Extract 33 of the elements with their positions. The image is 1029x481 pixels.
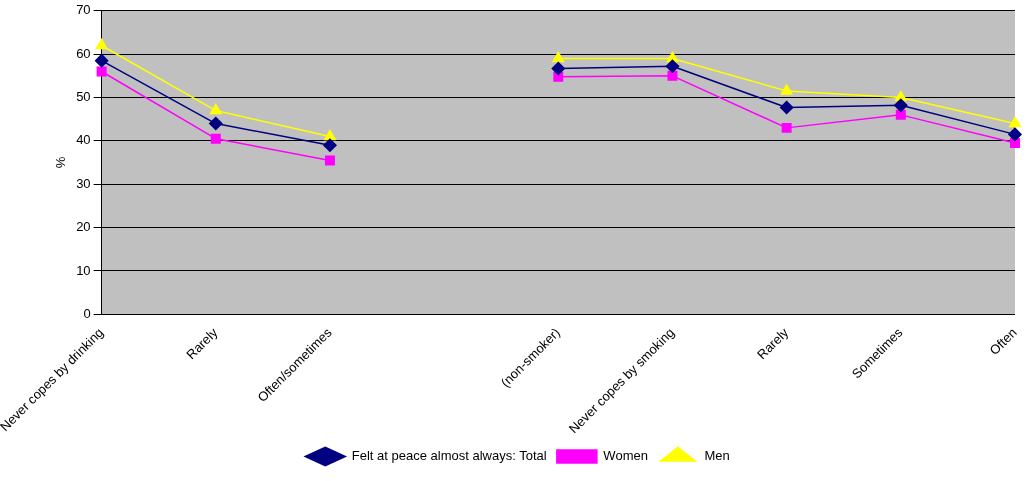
- point: [552, 51, 565, 63]
- point: [781, 122, 792, 133]
- point: [1008, 127, 1022, 142]
- y-axis-title: %: [52, 156, 68, 169]
- point: [94, 53, 109, 68]
- y-tick-label: 40: [76, 132, 91, 148]
- legend-label: Men: [704, 448, 730, 464]
- point: [324, 129, 336, 141]
- y-tick-label: 30: [76, 175, 91, 191]
- point: [1009, 138, 1020, 149]
- point: [209, 103, 222, 115]
- point: [780, 84, 793, 95]
- point: [209, 116, 223, 131]
- y-tick-label: 20: [76, 219, 91, 235]
- y-tick-label: 70: [76, 2, 91, 18]
- y-tick-label: 0: [83, 305, 91, 321]
- y-tick-label: 50: [76, 89, 91, 105]
- point: [667, 70, 678, 81]
- point: [665, 59, 680, 74]
- point: [96, 66, 107, 77]
- point: [210, 133, 221, 144]
- legend-label: Felt at peace almost always: Total: [351, 448, 547, 464]
- point: [95, 38, 108, 50]
- point: [1009, 116, 1021, 128]
- y-tick-label: 10: [76, 262, 91, 278]
- point: [779, 100, 794, 115]
- point: [323, 138, 337, 152]
- point: [894, 98, 908, 113]
- y-tick-label: 60: [76, 45, 91, 61]
- point: [324, 155, 335, 166]
- point: [551, 61, 566, 76]
- point: [895, 109, 906, 120]
- legend-label: Women: [603, 448, 648, 464]
